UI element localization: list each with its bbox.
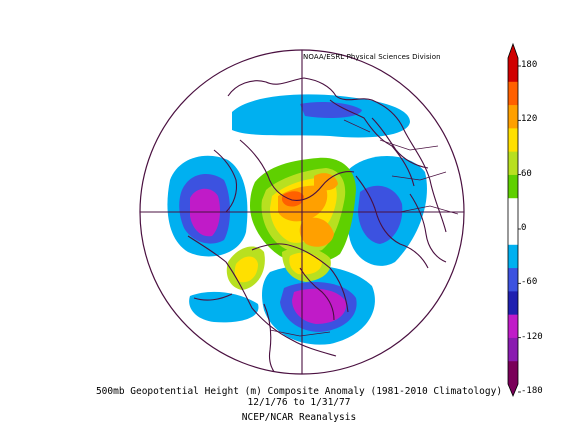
colorbar-swatch <box>508 58 518 82</box>
colorbar-max-arrow <box>508 44 518 58</box>
colorbar-tick-label: 180 <box>521 60 538 70</box>
colorbar-swatch <box>508 244 518 269</box>
colorbar-tick-label: -120 <box>521 331 543 342</box>
eastern-asia-negative-anomaly <box>343 155 427 266</box>
colorbar-tick-label: 60 <box>521 168 532 179</box>
colorbar-swatch <box>508 104 518 129</box>
colorbar-swatch <box>508 314 518 338</box>
caption-line-1: 500mb Geopotential Height (m) Composite … <box>95 386 503 397</box>
colorbar-tick-label: -60 <box>521 277 538 288</box>
colorbar-swatch <box>508 337 518 362</box>
colorbar-swatch <box>508 360 518 385</box>
colorbar-swatch <box>508 127 518 152</box>
arctic-positive-anomaly <box>250 157 356 264</box>
europe-positive-anomaly <box>282 247 331 282</box>
colorbar-swatch <box>508 267 518 292</box>
colorbar-tick-label: 0 <box>521 223 527 233</box>
colorbar-tick-label: 120 <box>521 114 538 125</box>
colorbar-min-arrow <box>508 384 518 396</box>
north-pacific-negative-anomaly <box>167 155 248 257</box>
meridian-lines <box>140 50 464 374</box>
colorbar-swatch <box>508 221 518 245</box>
caption-line-2: 12/1/76 to 1/31/77 <box>247 397 351 408</box>
eastern-north-america-negative-anomaly <box>189 265 375 345</box>
political-boundaries <box>269 119 459 337</box>
coastlines <box>187 77 447 374</box>
colorbar-swatch <box>508 197 518 222</box>
colorbar-outline <box>507 42 519 398</box>
credit-text: NOAA/ESRL Physical Sciences Division <box>303 53 441 61</box>
colorbar-swatch <box>508 290 518 315</box>
colorbar <box>507 42 521 398</box>
colorbar-swatch <box>508 174 518 199</box>
colorbar-swatch <box>508 81 518 106</box>
colorbar-swatch <box>508 151 518 175</box>
colorbar-tick-label: -180 <box>521 386 543 396</box>
north-atlantic-negative-anomaly <box>232 94 410 138</box>
caption-line-3: NCEP/NCAR Reanalysis <box>241 412 357 423</box>
